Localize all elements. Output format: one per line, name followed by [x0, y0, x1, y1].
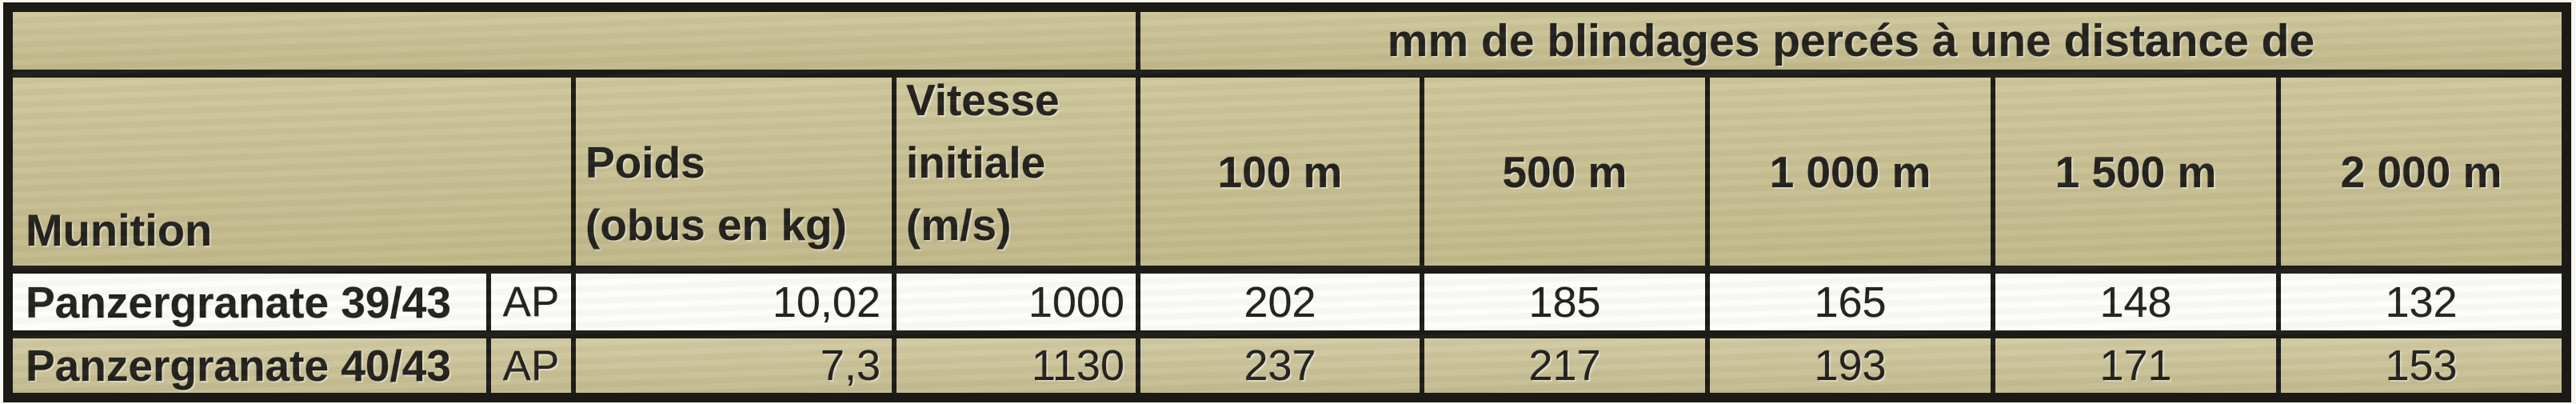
cell-type-row2: AP [491, 338, 576, 393]
col-header-vitesse-initiale: Vitesse initiale (m/s) [897, 78, 1140, 274]
cell-pen-2000m-row2: 153 [2281, 338, 2562, 393]
cell-pen-500m-row1: 185 [1424, 274, 1710, 338]
cell-pen-100m-row2: 237 [1140, 338, 1424, 393]
col-header-500m: 500 m [1424, 78, 1710, 274]
cell-munition-row2: Panzergranate 40/43 [13, 338, 491, 393]
col-header-poids: Poids (obus en kg) [576, 78, 897, 274]
cell-pen-1500m-row2: 171 [1995, 338, 2281, 393]
cell-pen-2000m-row1: 132 [2281, 274, 2562, 338]
col-header-100m: 100 m [1140, 78, 1424, 274]
cell-type-row1: AP [491, 274, 576, 338]
col-header-munition: Munition [13, 78, 576, 274]
cell-pen-500m-row2: 217 [1424, 338, 1710, 393]
table-grid: mm de blindages percés à une distance de… [13, 12, 2562, 393]
cell-munition-row1: Panzergranate 39/43 [13, 274, 491, 338]
col-header-1000m: 1 000 m [1710, 78, 1995, 274]
cell-pen-100m-row1: 202 [1140, 274, 1424, 338]
cell-poids-row1: 10,02 [576, 274, 897, 338]
blank-corner-cell [13, 12, 1140, 78]
cell-pen-1000m-row1: 165 [1710, 274, 1995, 338]
col-header-2000m: 2 000 m [2281, 78, 2562, 274]
cell-pen-1500m-row1: 148 [1995, 274, 2281, 338]
cell-vitesse-row2: 1130 [897, 338, 1140, 393]
cell-poids-row2: 7,3 [576, 338, 897, 393]
cell-pen-1000m-row2: 193 [1710, 338, 1995, 393]
ammunition-penetration-table: mm de blindages percés à une distance de… [3, 2, 2571, 402]
cell-vitesse-row1: 1000 [897, 274, 1140, 338]
col-header-1500m: 1 500 m [1995, 78, 2281, 274]
penetration-span-header: mm de blindages percés à une distance de [1140, 12, 2562, 78]
